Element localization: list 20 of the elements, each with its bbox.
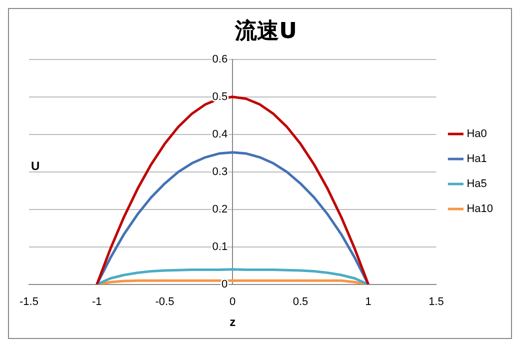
y-tick-label: 0.4 [212, 128, 228, 140]
x-tick-label: -1 [92, 296, 102, 308]
x-tick-label: 0 [230, 296, 236, 308]
x-axis-title: z [230, 315, 236, 330]
legend-label: Ha5 [466, 178, 487, 190]
legend-label: Ha0 [466, 128, 487, 140]
y-tick-label: 0.2 [212, 203, 228, 216]
y-tick-label: 0 [221, 278, 228, 290]
x-tick-label: -1.5 [20, 296, 38, 308]
chart-title: 流速U [234, 18, 297, 44]
x-tick-label: -0.5 [155, 296, 174, 308]
y-tick-label: 0.3 [212, 166, 228, 178]
legend-label: Ha10 [466, 203, 493, 216]
x-tick-label: 0.5 [292, 296, 308, 308]
y-tick-label: 0.1 [212, 240, 228, 253]
legend-label: Ha1 [466, 153, 487, 166]
x-tick-label: 1 [365, 296, 372, 308]
y-tick-label: 0.6 [212, 53, 228, 66]
y-axis-title: U [31, 159, 40, 173]
x-tick-label: 1.5 [428, 296, 444, 308]
